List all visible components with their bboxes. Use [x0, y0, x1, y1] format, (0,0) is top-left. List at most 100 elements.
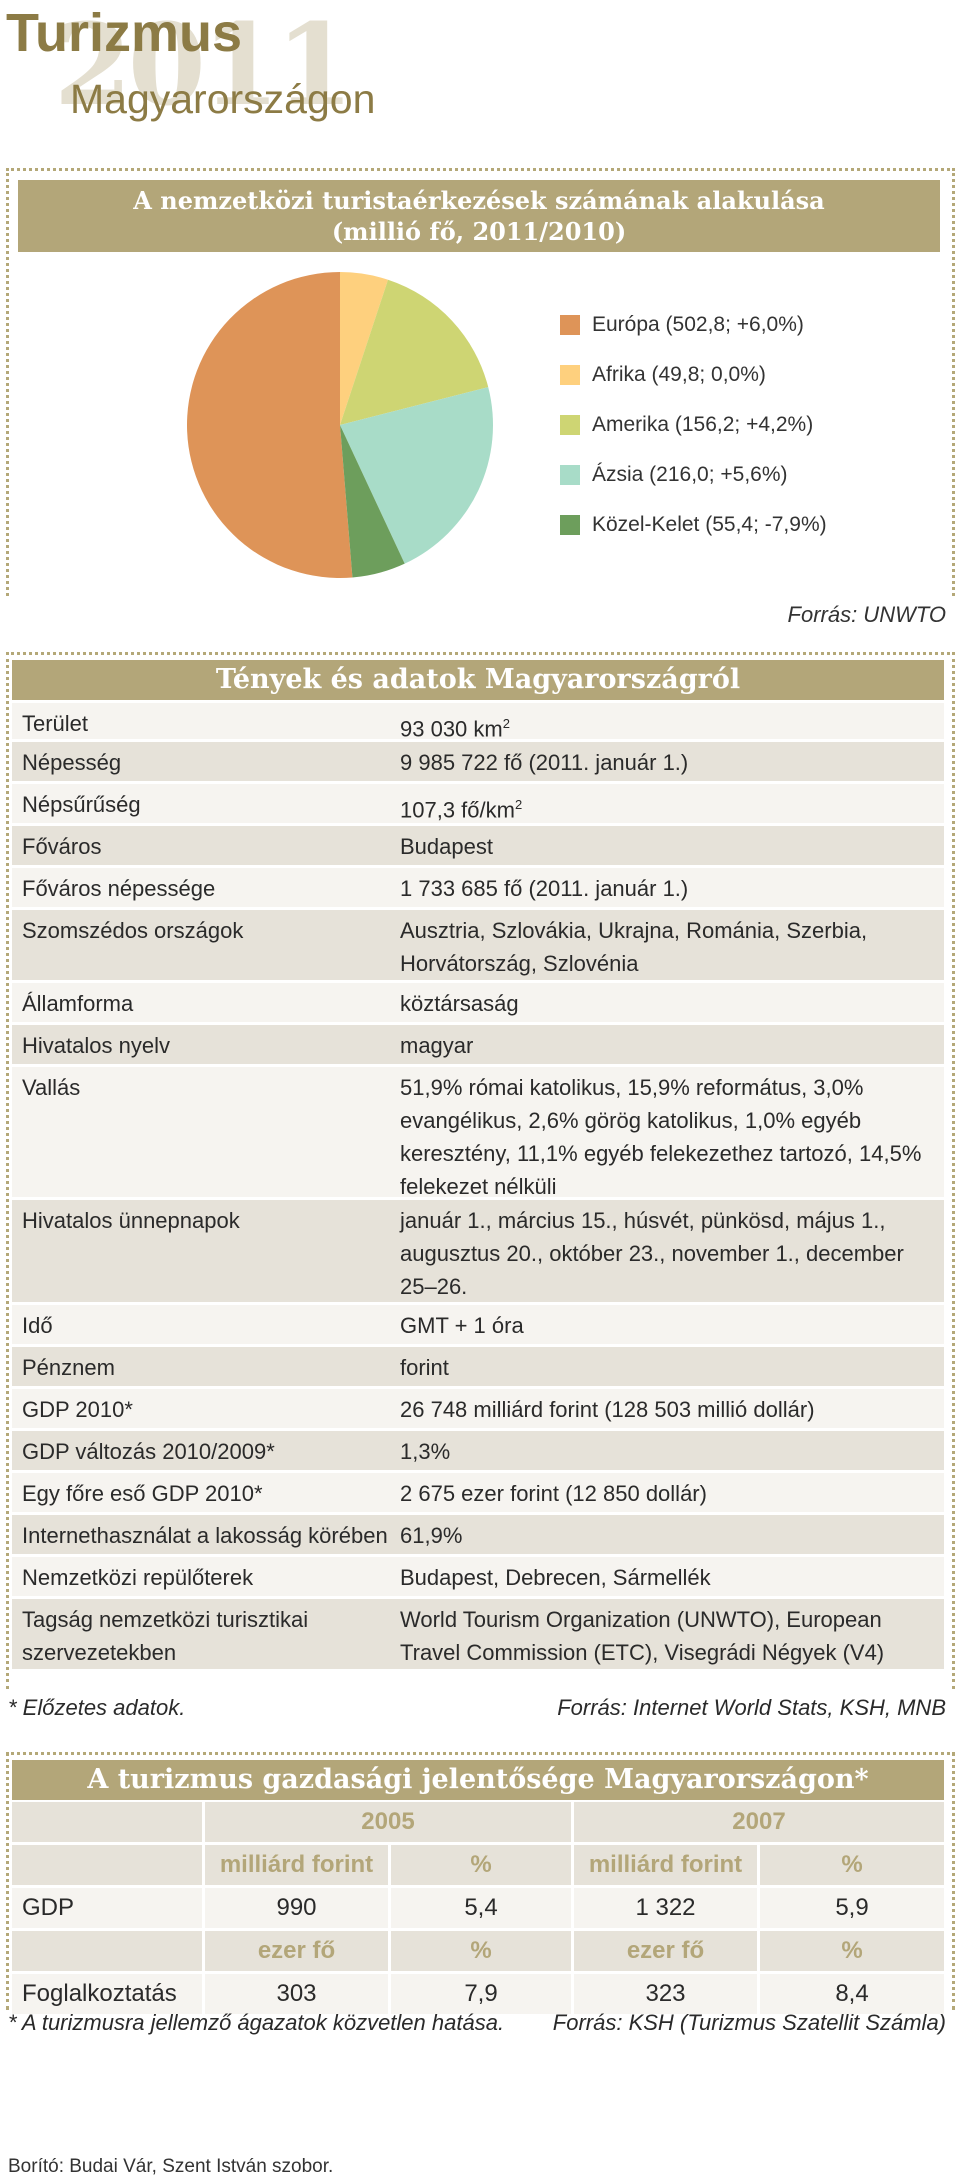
legend-label: Amerika (156,2; +4,2%): [592, 413, 814, 436]
facts-row: Egy főre eső GDP 2010* 2 675 ezer forint …: [12, 1473, 944, 1515]
legend-label: Európa (502,8; +6,0%): [592, 313, 804, 336]
facts-label: Tagság nemzetközi turisztikai szervezete…: [22, 1607, 309, 1665]
facts-value: 61,9%: [400, 1523, 463, 1548]
facts-row: Főváros népessége 1 733 685 fő (2011. jan…: [12, 868, 944, 910]
pie-section-frame: [6, 168, 955, 596]
gdp-value: 1 322: [574, 1888, 757, 1928]
facts-row: Főváros Budapest: [12, 826, 944, 868]
pie-slice-ázsia: [340, 387, 494, 564]
facts-value: magyar: [400, 1033, 474, 1058]
facts-label: Szomszédos országok: [22, 918, 244, 943]
facts-label: Népesség: [22, 750, 122, 775]
facts-value: 26 748 milliárd forint (128 503 millió d…: [400, 1397, 815, 1422]
legend-item: Amerika (156,2; +4,2%): [560, 410, 813, 440]
facts-value: 1,3%: [400, 1439, 451, 1464]
facts-label: Egy főre eső GDP 2010*: [22, 1481, 263, 1506]
unit-header: ezer fő: [205, 1931, 388, 1971]
facts-label: Idő: [22, 1313, 53, 1338]
economy-corner-cell: [12, 1802, 202, 1842]
unit-row-corner: [12, 1845, 202, 1885]
unit-header: milliárd forint: [574, 1845, 757, 1885]
facts-label: Pénznem: [22, 1355, 115, 1380]
legend-swatch: [560, 315, 580, 335]
employment-value: 323: [574, 1974, 757, 2014]
facts-value: 1 733 685 fő (2011. január 1.): [400, 876, 689, 901]
legend-item: Közel-Kelet (55,4; -7,9%): [560, 510, 827, 540]
pie-slice-közel-kelet: [340, 425, 405, 578]
facts-row: Szomszédos országok Ausztria, Szlovákia, …: [12, 910, 944, 983]
pie-source: Forrás: UNWTO: [787, 602, 946, 627]
legend-item: Afrika (49,8; 0,0%): [560, 360, 766, 390]
legend-item: Ázsia (216,0; +5,6%): [560, 460, 788, 490]
unit-header: %: [760, 1845, 944, 1885]
legend-swatch: [560, 415, 580, 435]
year-header-2007: 2007: [574, 1802, 944, 1842]
facts-value: World Tourism Organization (UNWTO), Euro…: [400, 1607, 885, 1665]
facts-value: Budapest: [400, 834, 493, 859]
unit-header: %: [760, 1931, 944, 1971]
facts-value: 107,3 fő/km2: [400, 797, 523, 823]
cover-credit: Borító: Budai Vár, Szent István szobor.: [8, 2156, 334, 2177]
facts-source: Forrás: Internet World Stats, KSH, MNB: [557, 1695, 946, 1720]
facts-label: Államforma: [22, 991, 134, 1016]
pie-chart: [186, 272, 494, 578]
unit-header: milliárd forint: [205, 1845, 388, 1885]
gdp-value: 5,9: [760, 1888, 944, 1928]
unit-header: ezer fő: [574, 1931, 757, 1971]
unit-row-corner: [12, 1931, 202, 1971]
economy-footnote: * A turizmusra jellemző ágazatok közvetl…: [8, 2010, 505, 2035]
gdp-value: 990: [205, 1888, 388, 1928]
facts-label: Nemzetközi repülőterek: [22, 1565, 254, 1590]
facts-value: Ausztria, Szlovákia, Ukrajna, Románia, S…: [400, 918, 868, 976]
facts-footnote: * Előzetes adatok.: [8, 1695, 186, 1720]
gdp-value: 5,4: [391, 1888, 571, 1928]
facts-row: Vallás 51,9% római katolikus, 15,9% refor…: [12, 1067, 944, 1200]
facts-row: Internethasználat a lakosság körében 61,9…: [12, 1515, 944, 1557]
page-subtitle: Magyarországon: [70, 76, 376, 122]
facts-row: Népesség 9 985 722 fő (2011. január 1.): [12, 742, 944, 784]
legend-swatch: [560, 515, 580, 535]
employment-value: 8,4: [760, 1974, 944, 2014]
facts-value: 93 030 km2: [400, 716, 510, 742]
facts-label: Főváros: [22, 834, 102, 859]
facts-label: Népsűrűség: [22, 792, 141, 817]
unit-header: %: [391, 1845, 571, 1885]
page-title: Turizmus: [6, 3, 243, 63]
legend-label: Afrika (49,8; 0,0%): [592, 363, 766, 386]
facts-label: Terület: [22, 711, 89, 736]
facts-label: Vallás: [22, 1075, 81, 1100]
pie-slice-amerika: [340, 279, 489, 425]
economy-title-banner: A turizmus gazdasági jelentősége Magyaro…: [12, 1760, 944, 1800]
facts-value: január 1., március 15., húsvét, pünkösd,…: [400, 1208, 904, 1299]
employment-value: 7,9: [391, 1974, 571, 2014]
year-header-2005: 2005: [205, 1802, 571, 1842]
facts-value: Budapest, Debrecen, Sármellék: [400, 1565, 711, 1590]
unit-header: %: [391, 1931, 571, 1971]
facts-row: Tagság nemzetközi turisztikai szervezete…: [12, 1599, 944, 1672]
employment-value: 303: [205, 1974, 388, 2014]
facts-row: Nemzetközi repülőterek Budapest, Debrecen…: [12, 1557, 944, 1599]
employment-row-label: Foglalkoztatás: [12, 1974, 202, 2014]
legend-item: Európa (502,8; +6,0%): [560, 310, 804, 340]
economy-source: Forrás: KSH (Turizmus Szatellit Számla): [552, 2010, 946, 2035]
facts-value: 9 985 722 fő (2011. január 1.): [400, 750, 689, 775]
economy-section-frame: [6, 1752, 955, 2010]
facts-value-superscript: 2: [514, 797, 523, 812]
facts-row: Pénznem forint: [12, 1347, 944, 1389]
facts-value: GMT + 1 óra: [400, 1313, 524, 1338]
facts-value: 2 675 ezer forint (12 850 dollár): [400, 1481, 707, 1506]
facts-label: Internethasználat a lakosság körében: [22, 1523, 388, 1548]
pie-slice-európa: [186, 272, 353, 578]
legend-swatch: [560, 365, 580, 385]
facts-label: Főváros népessége: [22, 876, 216, 901]
facts-row: GDP változás 2010/2009* 1,3%: [12, 1431, 944, 1473]
facts-row: GDP 2010* 26 748 milliárd forint (128 503…: [12, 1389, 944, 1431]
header-year-watermark: 2011: [54, 0, 354, 131]
gdp-row-label: GDP: [12, 1888, 202, 1928]
facts-row: Hivatalos ünnepnapok január 1., március 1…: [12, 1200, 944, 1305]
facts-value: forint: [400, 1355, 449, 1380]
facts-value: köztársaság: [400, 991, 519, 1016]
pie-chart-title-line2: (millió fő, 2011/2010): [331, 217, 627, 246]
facts-title-banner: Tények és adatok Magyarországról: [12, 660, 944, 700]
facts-label: GDP 2010*: [22, 1397, 133, 1422]
